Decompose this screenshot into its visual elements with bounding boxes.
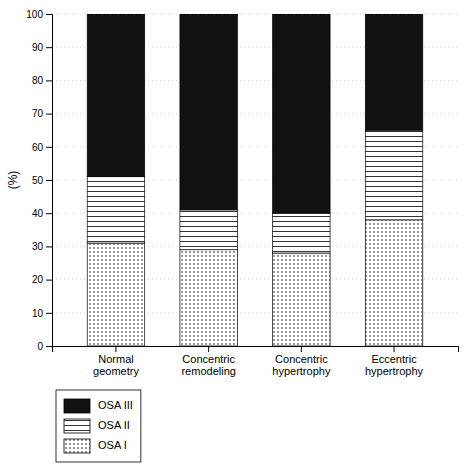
x-tick-label-line: geometry bbox=[93, 365, 139, 377]
y-tick-label: 60 bbox=[32, 142, 44, 153]
x-axis-line bbox=[53, 347, 459, 353]
y-tick: 80 bbox=[32, 75, 52, 86]
bar bbox=[273, 213, 330, 253]
y-tick-label: 0 bbox=[37, 341, 43, 352]
legend-box bbox=[56, 390, 141, 462]
y-tick-mark bbox=[46, 14, 52, 15]
bar bbox=[180, 14, 237, 210]
x-tick-label: Concentrichypertrophy bbox=[272, 353, 331, 378]
legend-item: OSA II bbox=[64, 419, 130, 433]
y-tick: 70 bbox=[32, 108, 52, 119]
y-axis-title: (%) bbox=[6, 171, 20, 190]
legend-swatch bbox=[64, 399, 90, 413]
x-tick: Normalgeometry bbox=[93, 346, 139, 377]
y-tick: 40 bbox=[32, 208, 52, 219]
x-tick-label-line: Normal bbox=[98, 353, 133, 365]
y-axis: 0 10 20 30 40 50 60 70 80 90 100 bbox=[26, 9, 52, 352]
y-tick-label: 50 bbox=[32, 175, 44, 186]
y-tick: 90 bbox=[32, 42, 52, 53]
x-tick-label-line: remodeling bbox=[181, 365, 235, 377]
x-tick-mark bbox=[208, 346, 209, 352]
x-tick-label-line: hypertrophy bbox=[272, 365, 331, 377]
x-tick-mark bbox=[115, 346, 116, 352]
x-tick: Concentrichypertrophy bbox=[272, 346, 331, 377]
legend-swatch bbox=[64, 439, 90, 453]
bar bbox=[180, 250, 237, 346]
grid bbox=[52, 14, 458, 346]
bar bbox=[273, 14, 330, 213]
bar bbox=[180, 210, 237, 250]
bar bbox=[273, 253, 330, 346]
legend-item: OSA III bbox=[64, 399, 133, 413]
y-tick-mark bbox=[46, 147, 52, 148]
bar bbox=[87, 14, 144, 177]
chart: 0 10 20 30 40 50 60 70 80 90 100 Normalgeometry Conc… bbox=[0, 0, 474, 474]
x-tick-label: Concentricremodeling bbox=[181, 353, 235, 378]
bar bbox=[87, 177, 144, 243]
x-tick: Concentricremodeling bbox=[181, 346, 235, 377]
y-tick-label: 30 bbox=[32, 241, 44, 252]
y-tick-label: 70 bbox=[32, 108, 44, 119]
x-axis: NormalgeometryConcentricremodelingConcen… bbox=[53, 346, 459, 377]
y-tick-mark bbox=[46, 313, 52, 314]
legend-label: OSA II bbox=[98, 419, 130, 431]
y-tick-label: 10 bbox=[32, 308, 44, 319]
legend-item: OSA I bbox=[64, 439, 127, 453]
y-tick-label: 100 bbox=[26, 9, 43, 20]
y-tick-mark bbox=[46, 180, 52, 181]
y-tick-mark bbox=[46, 280, 52, 281]
plot: 0 10 20 30 40 50 60 70 80 90 100 Normalgeometry Conc… bbox=[26, 9, 458, 378]
x-tick: Eccentrichypertrophy bbox=[365, 346, 424, 377]
legend-swatch bbox=[64, 419, 90, 433]
bars bbox=[87, 14, 423, 346]
bar bbox=[87, 243, 144, 346]
x-tick-label: Eccentrichypertrophy bbox=[365, 353, 424, 378]
y-tick-mark bbox=[46, 213, 52, 214]
y-tick: 20 bbox=[32, 274, 52, 285]
y-tick: 60 bbox=[32, 142, 52, 153]
y-tick-label: 20 bbox=[32, 274, 44, 285]
x-tick-mark bbox=[301, 346, 302, 352]
x-tick-label-line: hypertrophy bbox=[365, 365, 424, 377]
y-tick-mark bbox=[46, 246, 52, 247]
legend-label: OSA I bbox=[98, 439, 127, 451]
y-tick-label: 90 bbox=[32, 42, 44, 53]
bar bbox=[365, 220, 422, 346]
y-tick: 30 bbox=[32, 241, 52, 252]
y-tick-mark bbox=[46, 80, 52, 81]
y-tick: 10 bbox=[32, 308, 52, 319]
x-tick-mark bbox=[394, 346, 395, 352]
y-tick-label: 80 bbox=[32, 75, 44, 86]
x-tick-label-line: Concentric bbox=[275, 353, 328, 365]
y-tick: 50 bbox=[32, 175, 52, 186]
x-tick-label-line: Eccentric bbox=[371, 353, 417, 365]
bar bbox=[365, 14, 422, 130]
x-tick-label-line: Concentric bbox=[182, 353, 235, 365]
y-tick-mark bbox=[46, 114, 52, 115]
series bbox=[87, 14, 423, 213]
x-tick-label: Normalgeometry bbox=[93, 353, 139, 378]
y-tick: 0 bbox=[37, 341, 52, 352]
y-axis-line bbox=[46, 15, 53, 347]
y-tick-mark bbox=[46, 47, 52, 48]
legend: OSA III OSA II OSA I bbox=[56, 390, 141, 462]
y-tick: 100 bbox=[26, 9, 52, 20]
bar bbox=[365, 130, 422, 220]
legend-label: OSA III bbox=[98, 399, 133, 411]
y-tick-mark bbox=[46, 346, 52, 347]
y-tick-label: 40 bbox=[32, 208, 44, 219]
